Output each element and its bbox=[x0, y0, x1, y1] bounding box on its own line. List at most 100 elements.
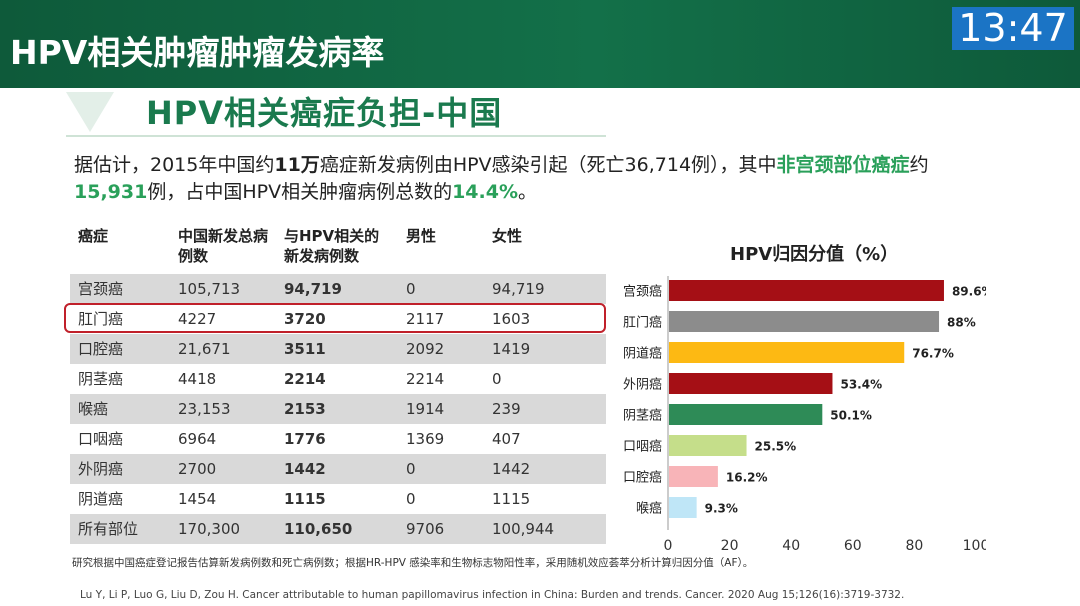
table-cell: 1776 bbox=[284, 430, 326, 448]
bar bbox=[669, 497, 697, 518]
table-cell: 2092 bbox=[398, 334, 484, 364]
table-header-row: 癌症 中国新发总病例数 与HPV相关的新发病例数 男性 女性 bbox=[70, 222, 606, 274]
table-cell: 阴茎癌 bbox=[78, 370, 124, 388]
category-label: 喉癌 bbox=[636, 501, 662, 517]
table-cell: 407 bbox=[492, 430, 521, 448]
category-label: 肛门癌 bbox=[623, 315, 662, 331]
table-row: 阴道癌 1454 1115 0 1115 bbox=[70, 484, 606, 514]
table-cell: 口腔癌 bbox=[70, 334, 170, 364]
table-row: 阴茎癌 4418 2214 2214 0 bbox=[70, 364, 606, 394]
table-cell: 1914 bbox=[398, 394, 484, 424]
table-cell: 21,671 bbox=[170, 334, 276, 364]
table-row: 口腔癌 21,671 3511 2092 1419 bbox=[70, 334, 606, 364]
bar bbox=[669, 311, 940, 332]
col-header-total: 中国新发总病例数 bbox=[178, 227, 269, 265]
page-title: HPV相关肿瘤肿瘤发病率 bbox=[10, 33, 385, 72]
table-cell: 1442 bbox=[484, 454, 606, 484]
category-label: 阴道癌 bbox=[623, 346, 662, 362]
section-title: HPV相关癌症负担-中国 bbox=[146, 94, 503, 132]
data-label: 53.4% bbox=[840, 378, 882, 392]
bar bbox=[669, 404, 823, 425]
table-cell: 6964 bbox=[178, 430, 217, 448]
col-header-hpv: 与HPV相关的新发病例数 bbox=[284, 227, 380, 265]
table-cell: 0 bbox=[398, 274, 484, 304]
citation: Lu Y, Li P, Luo G, Liu D, Zou H. Cancer … bbox=[80, 589, 905, 601]
table-cell: 4227 bbox=[178, 310, 217, 328]
data-label: 50.1% bbox=[830, 409, 872, 423]
table-total-row: 所有部位 170,300 110,650 9706 100,944 bbox=[70, 514, 606, 544]
table-cell: 所有部位 bbox=[70, 514, 170, 544]
col-header-male: 男性 bbox=[406, 227, 437, 245]
header-bar: HPV相关肿瘤肿瘤发病率 13:47 bbox=[0, 0, 1080, 88]
table-row: 外阴癌 2700 1442 0 1442 bbox=[70, 454, 606, 484]
table-cell: 1115 bbox=[492, 490, 531, 508]
x-tick-label: 0 bbox=[664, 538, 673, 554]
table-cell: 110,650 bbox=[276, 514, 398, 544]
table-cell: 0 bbox=[492, 370, 502, 388]
table-cell: 2153 bbox=[276, 394, 398, 424]
table-cell: 2700 bbox=[170, 454, 276, 484]
x-tick-label: 20 bbox=[721, 538, 739, 554]
clock-display: 13:47 bbox=[952, 7, 1074, 50]
category-label: 外阴癌 bbox=[623, 377, 662, 393]
bar bbox=[669, 342, 905, 363]
table-cell: 阴道癌 bbox=[78, 490, 124, 508]
x-tick-label: 60 bbox=[844, 538, 862, 554]
col-header-cancer: 癌症 bbox=[78, 227, 109, 245]
table-cell: 239 bbox=[484, 394, 606, 424]
col-header-female: 女性 bbox=[492, 227, 523, 245]
table-cell: 2214 bbox=[406, 370, 445, 388]
category-label: 口咽癌 bbox=[623, 439, 662, 455]
table-cell: 1115 bbox=[284, 490, 326, 508]
table-cell: 肛门癌 bbox=[78, 310, 124, 328]
highlight-anal-cancer-row bbox=[64, 303, 606, 333]
x-tick-label: 40 bbox=[782, 538, 800, 554]
bar bbox=[669, 280, 944, 301]
table-cell: 23,153 bbox=[170, 394, 276, 424]
table-row: 喉癌 23,153 2153 1914 239 bbox=[70, 394, 606, 424]
data-label: 9.3% bbox=[705, 502, 738, 516]
table-cell: 口咽癌 bbox=[78, 430, 124, 448]
chart-title: HPV归因分值（%） bbox=[730, 244, 899, 265]
table-cell: 0 bbox=[398, 454, 484, 484]
bar bbox=[669, 373, 833, 394]
data-label: 89.6% bbox=[952, 285, 986, 299]
table-cell: 3720 bbox=[284, 310, 326, 328]
data-label: 88% bbox=[947, 316, 976, 330]
intro-paragraph: 据估计，2015年中国约11万癌症新发病例由HPV感染引起（死亡36,714例）… bbox=[74, 154, 929, 203]
table-cell: 3511 bbox=[276, 334, 398, 364]
table-cell: 170,300 bbox=[170, 514, 276, 544]
data-label: 16.2% bbox=[726, 471, 768, 485]
table-cell: 94,719 bbox=[484, 274, 606, 304]
data-label: 76.7% bbox=[912, 347, 954, 361]
x-tick-label: 80 bbox=[905, 538, 923, 554]
table-cell: 0 bbox=[406, 490, 416, 508]
category-label: 阴茎癌 bbox=[623, 408, 662, 424]
hpv-attribution-bar-chart: 宫颈癌 89.6% 肛门癌 88% 阴道癌 76.7% 外阴癌 53.4% 阴茎癌 50.1% 口咽… bbox=[623, 276, 986, 554]
table-cell: 1442 bbox=[276, 454, 398, 484]
table-cell: 9706 bbox=[398, 514, 484, 544]
category-label: 口腔癌 bbox=[623, 470, 662, 486]
footnote: 研究根据中国癌症登记报告估算新发病例数和死亡病例数；根据HR-HPV 感染率和生… bbox=[72, 557, 754, 569]
category-label: 宫颈癌 bbox=[623, 284, 662, 300]
cancer-cases-table: 癌症 中国新发总病例数 与HPV相关的新发病例数 男性 女性 宫颈癌 105,71… bbox=[70, 222, 606, 544]
bar bbox=[669, 435, 747, 456]
table-cell: 100,944 bbox=[484, 514, 606, 544]
x-tick-label: 100 bbox=[963, 538, 986, 554]
table-cell: 4418 bbox=[178, 370, 217, 388]
table-cell: 1419 bbox=[484, 334, 606, 364]
decorative-triangle bbox=[66, 92, 114, 132]
table-cell: 1454 bbox=[178, 490, 217, 508]
table-cell: 1369 bbox=[406, 430, 445, 448]
table-row: 宫颈癌 105,713 94,719 0 94,719 bbox=[70, 274, 606, 304]
table-cell: 2214 bbox=[284, 370, 326, 388]
table-row: 口咽癌 6964 1776 1369 407 bbox=[70, 424, 606, 454]
bar bbox=[669, 466, 718, 487]
table-cell: 外阴癌 bbox=[70, 454, 170, 484]
table-cell: 2117 bbox=[406, 310, 445, 328]
table-cell: 1603 bbox=[492, 310, 531, 328]
table-row: 肛门癌 4227 3720 2117 1603 bbox=[70, 304, 606, 334]
table-cell: 94,719 bbox=[276, 274, 398, 304]
title-underline bbox=[66, 135, 606, 137]
table-cell: 喉癌 bbox=[70, 394, 170, 424]
